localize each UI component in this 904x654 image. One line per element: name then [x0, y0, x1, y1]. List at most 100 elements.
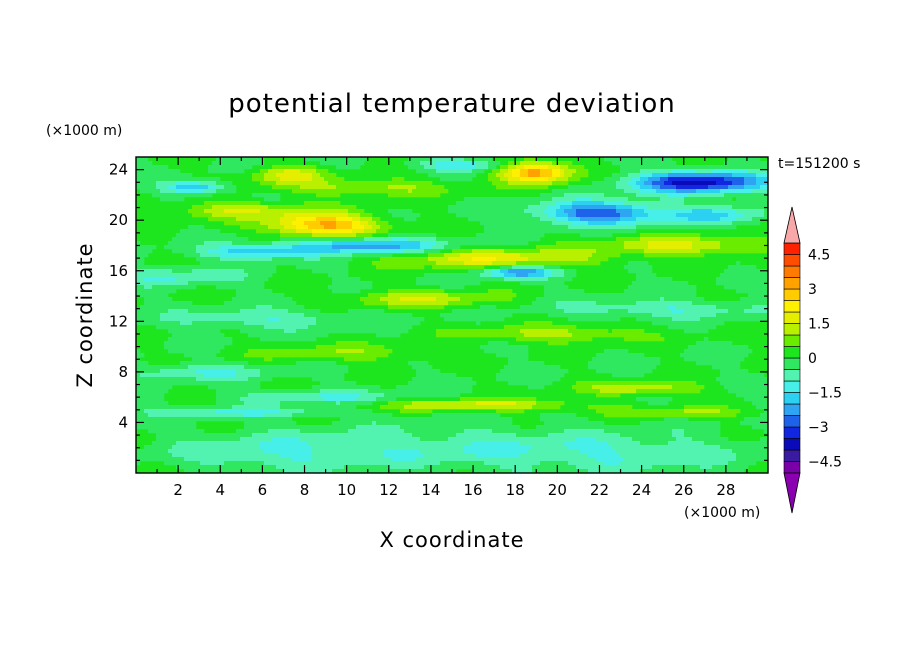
- heat-cell: [620, 249, 625, 254]
- heat-cell: [160, 305, 165, 310]
- heat-cell: [684, 309, 689, 314]
- heat-cell: [364, 321, 369, 326]
- heat-cell: [200, 277, 205, 282]
- heat-cell: [672, 321, 677, 326]
- heat-cell: [464, 197, 469, 202]
- heat-cell: [160, 169, 165, 174]
- heat-cell: [552, 201, 557, 206]
- heat-cell: [228, 281, 233, 286]
- heat-cell: [680, 201, 685, 206]
- heat-cell: [456, 281, 461, 286]
- heat-cell: [472, 169, 477, 174]
- heat-cell: [500, 173, 505, 178]
- heat-cell: [348, 221, 353, 226]
- heat-cell: [476, 249, 481, 254]
- heat-cell: [312, 177, 317, 182]
- heat-cell: [664, 285, 669, 290]
- heat-cell: [552, 273, 557, 278]
- heat-cell: [216, 305, 221, 310]
- heat-cell: [212, 265, 217, 270]
- heat-cell: [552, 265, 557, 270]
- heat-cell: [156, 325, 161, 330]
- heat-cell: [524, 305, 529, 310]
- heat-cell: [388, 317, 393, 322]
- heat-cell: [596, 305, 601, 310]
- heat-cell: [616, 329, 621, 334]
- heat-cell: [332, 157, 337, 162]
- heat-cell: [144, 249, 149, 254]
- heat-cell: [332, 329, 337, 334]
- heat-cell: [504, 221, 509, 226]
- heat-cell: [412, 193, 417, 198]
- heat-cell: [236, 277, 241, 282]
- heat-cell: [168, 317, 173, 322]
- heat-cell: [588, 257, 593, 262]
- heat-cell: [692, 305, 697, 310]
- heat-cell: [544, 181, 549, 186]
- heat-cell: [392, 233, 397, 238]
- heat-cell: [468, 177, 473, 182]
- heat-cell: [564, 245, 569, 250]
- heat-cell: [748, 297, 753, 302]
- heat-cell: [432, 169, 437, 174]
- heat-cell: [192, 265, 197, 270]
- heat-cell: [216, 249, 221, 254]
- heat-cell: [488, 225, 493, 230]
- heat-cell: [600, 197, 605, 202]
- heat-cell: [344, 233, 349, 238]
- heat-cell: [700, 253, 705, 258]
- heat-cell: [164, 313, 169, 318]
- heat-cell: [476, 321, 481, 326]
- heat-cell: [632, 165, 637, 170]
- heat-cell: [640, 169, 645, 174]
- heat-cell: [188, 325, 193, 330]
- heat-cell: [528, 197, 533, 202]
- heat-cell: [760, 201, 765, 206]
- heat-cell: [340, 265, 345, 270]
- heat-cell: [396, 317, 401, 322]
- heat-cell: [496, 169, 501, 174]
- heat-cell: [560, 269, 565, 274]
- heat-cell: [500, 209, 505, 214]
- heat-cell: [660, 233, 665, 238]
- heat-cell: [268, 213, 273, 218]
- heat-cell: [320, 177, 325, 182]
- heat-cell: [752, 309, 757, 314]
- heat-cell: [408, 289, 413, 294]
- heat-cell: [476, 205, 481, 210]
- heat-cell: [644, 177, 649, 182]
- heat-cell: [224, 273, 229, 278]
- heat-cell: [188, 277, 193, 282]
- heat-cell: [736, 301, 741, 306]
- heat-cell: [664, 197, 669, 202]
- heat-cell: [344, 285, 349, 290]
- heat-cell: [608, 293, 613, 298]
- heat-cell: [252, 193, 257, 198]
- heat-cell: [492, 233, 497, 238]
- heat-cell: [708, 325, 713, 330]
- heat-cell: [536, 165, 541, 170]
- heat-cell: [572, 197, 577, 202]
- heat-cell: [668, 197, 673, 202]
- heat-cell: [268, 293, 273, 298]
- heat-cell: [292, 313, 297, 318]
- heat-cell: [196, 313, 201, 318]
- heat-cell: [656, 165, 661, 170]
- heat-cell: [756, 169, 761, 174]
- heat-cell: [588, 197, 593, 202]
- heat-cell: [536, 237, 541, 242]
- heat-cell: [512, 257, 517, 262]
- heat-cell: [268, 245, 273, 250]
- heat-cell: [516, 261, 521, 266]
- heat-cell: [304, 309, 309, 314]
- heat-cell: [552, 325, 557, 330]
- heat-cell: [716, 281, 721, 286]
- heat-cell: [228, 169, 233, 174]
- heat-cell: [464, 317, 469, 322]
- heat-cell: [264, 273, 269, 278]
- heat-cell: [380, 333, 385, 338]
- heat-cell: [564, 293, 569, 298]
- heat-cell: [624, 173, 629, 178]
- heat-cell: [384, 229, 389, 234]
- heat-cell: [136, 277, 141, 282]
